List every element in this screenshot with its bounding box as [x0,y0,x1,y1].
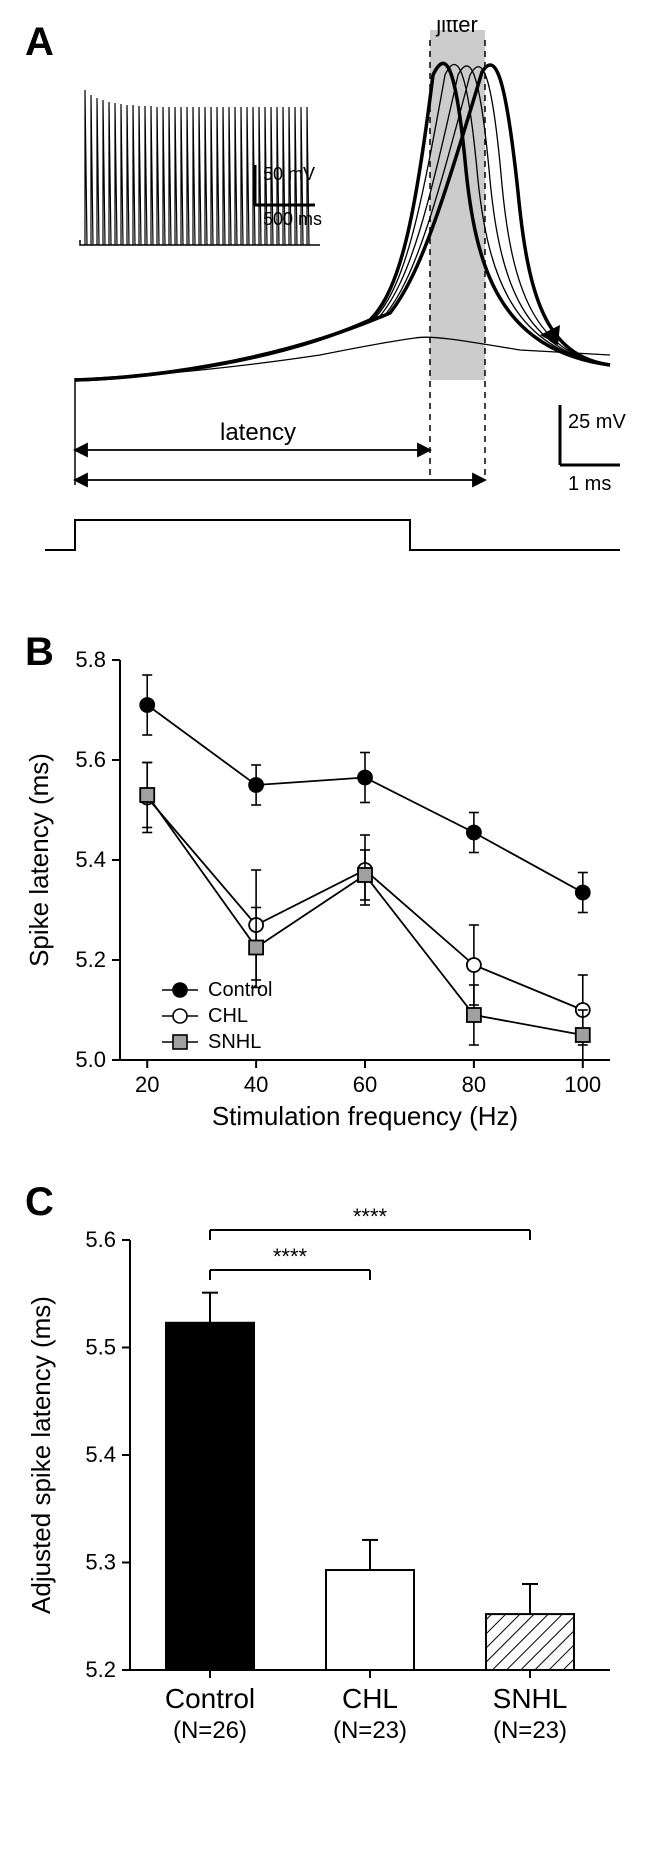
marker [467,826,481,840]
main-traces [75,63,610,380]
bar [326,1570,414,1670]
marker [358,771,372,785]
marker [249,778,263,792]
ytick-label: 5.8 [75,647,106,672]
sig-label: **** [273,1244,308,1269]
main-scale-y: 25 mV [568,411,626,433]
inset-scale-x: 500 ms [263,209,322,229]
latency-arrows [75,444,485,486]
bar [486,1614,574,1670]
marker [576,886,590,900]
marker [467,1008,481,1022]
xtick-label: 80 [462,1072,486,1097]
bar [166,1323,254,1670]
panel-a-label: A [25,20,54,65]
bar-n: (N=23) [333,1717,407,1744]
ytick-label: 5.4 [75,847,106,872]
main-scale-x: 1 ms [568,473,611,495]
ytick-label: 5.2 [75,947,106,972]
marker [140,698,154,712]
xlabel: Stimulation frequency (Hz) [212,1101,518,1131]
xtick-label: 60 [353,1072,377,1097]
ytick-label: 5.6 [75,747,106,772]
bar-n: (N=26) [173,1717,247,1744]
bar-label: SNHL [493,1683,568,1714]
panel-b: B 5.0 5.2 5.4 5.6 5.8 20 40 60 80 100 Stimulation … [20,630,638,1150]
panel-b-label: B [25,630,54,675]
ylabel: Spike latency (ms) [24,753,54,967]
jitter-label: jitter [435,20,478,37]
legend-label: CHL [208,1005,248,1027]
panel-a: A jitter [20,20,638,600]
ytick-label: 5.3 [85,1550,116,1575]
ytick-label: 5.4 [85,1442,116,1467]
inset-spiketrain: 50 mV 500 ms [80,90,322,245]
marker [576,1028,590,1042]
xtick-label: 40 [244,1072,268,1097]
ytick-label: 5.0 [75,1047,106,1072]
ytick-label: 5.2 [85,1657,116,1682]
bar-label: Control [165,1683,255,1714]
marker [140,788,154,802]
bar-label: CHL [342,1683,398,1714]
marker [467,958,481,972]
legend-label: Control [208,979,272,1001]
xtick-label: 20 [135,1072,159,1097]
panel-c-label: C [25,1180,54,1225]
marker [249,941,263,955]
bar-n: (N=23) [493,1717,567,1744]
panel-c: C 5.2 5.3 5.4 5.5 5.6 Adjusted spike latency … [20,1180,638,1800]
ytick-label: 5.6 [85,1227,116,1252]
latency-label: latency [220,419,296,446]
marker [358,868,372,882]
ylabel: Adjusted spike latency (ms) [26,1296,56,1614]
sig-label: **** [353,1204,388,1229]
panel-b-svg: 5.0 5.2 5.4 5.6 5.8 20 40 60 80 100 Stimulation fr… [20,630,638,1150]
panel-c-svg: 5.2 5.3 5.4 5.5 5.6 Adjusted spike latency (m… [20,1180,638,1800]
stimulus-step [45,520,620,550]
xtick-label: 100 [564,1072,601,1097]
panel-a-svg: jitter [20,20,638,600]
ytick-label: 5.5 [85,1335,116,1360]
inset-scale-y: 50 mV [263,164,315,184]
legend-label: SNHL [208,1031,261,1053]
